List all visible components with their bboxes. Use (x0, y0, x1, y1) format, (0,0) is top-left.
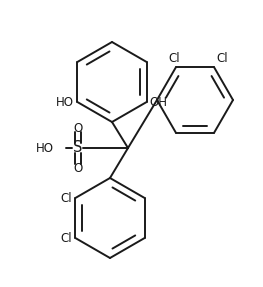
Text: OH: OH (150, 96, 168, 108)
Text: S: S (73, 141, 83, 156)
Text: Cl: Cl (216, 52, 227, 65)
Text: O: O (73, 162, 83, 174)
Text: Cl: Cl (61, 232, 72, 245)
Text: HO: HO (36, 141, 54, 154)
Text: Cl: Cl (168, 52, 180, 65)
Text: Cl: Cl (61, 191, 72, 205)
Text: HO: HO (56, 96, 74, 108)
Text: O: O (73, 121, 83, 135)
